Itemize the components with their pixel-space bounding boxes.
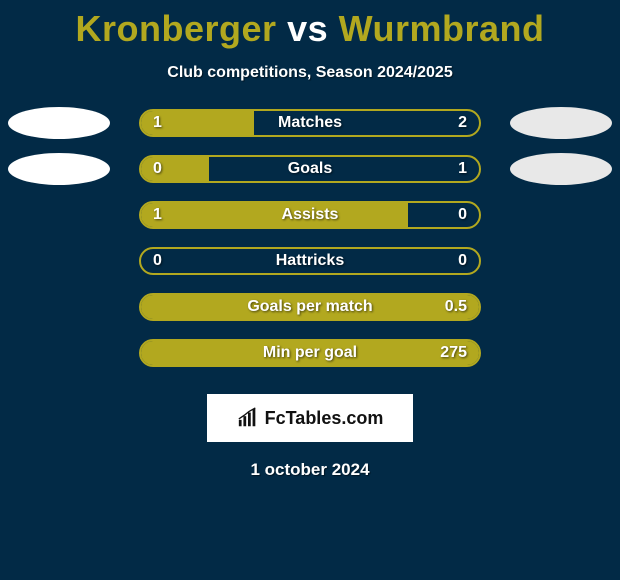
stat-bar: Matches12	[139, 109, 481, 137]
player1-name: Kronberger	[76, 8, 277, 49]
date-label: 1 october 2024	[0, 460, 620, 480]
stat-row: Hattricks0 0	[0, 238, 620, 284]
comparison-title: Kronberger vs Wurmbrand	[0, 0, 620, 50]
stat-label: Hattricks	[141, 252, 479, 270]
source-logo: FcTables.com	[207, 394, 413, 442]
stat-bar: Goals per match0.5	[139, 293, 481, 321]
stat-fill-left	[141, 203, 408, 227]
stat-row: Matches12	[0, 100, 620, 146]
player1-avatar	[8, 107, 110, 139]
player2-avatar	[510, 107, 612, 139]
stat-fill-left	[141, 295, 479, 319]
stat-fill-left	[141, 157, 209, 181]
stat-value-right: 275	[440, 344, 467, 362]
stat-value-right: 0.5	[445, 298, 467, 316]
stat-row: Goals per match0.5	[0, 284, 620, 330]
subtitle: Club competitions, Season 2024/2025	[0, 64, 620, 82]
chart-icon	[237, 407, 259, 429]
stat-bar: Goals01	[139, 155, 481, 183]
stat-bar: Hattricks0 0	[139, 247, 481, 275]
vs-separator: vs	[287, 8, 328, 49]
stat-row: Min per goal275	[0, 330, 620, 376]
stat-value-right: 1	[458, 160, 467, 178]
source-logo-text: FcTables.com	[265, 408, 384, 429]
player2-avatar	[510, 153, 612, 185]
player2-name: Wurmbrand	[339, 8, 545, 49]
stat-row: Goals01	[0, 146, 620, 192]
stat-rows-container: Matches12Goals01Assists10Hattricks00Goal…	[0, 100, 620, 376]
stat-value-right: 0	[458, 252, 467, 270]
stat-row: Assists10	[0, 192, 620, 238]
stat-fill-left	[141, 341, 479, 365]
stat-value-right: 2	[458, 114, 467, 132]
stat-value-left: 1	[153, 206, 162, 224]
stat-value-left: 0	[153, 252, 162, 270]
stat-value-left: 0	[153, 160, 162, 178]
stat-value-right: 0	[458, 206, 467, 224]
player1-avatar	[8, 153, 110, 185]
stat-value-left: 1	[153, 114, 162, 132]
stat-bar: Min per goal275	[139, 339, 481, 367]
stat-bar: Assists10	[139, 201, 481, 229]
